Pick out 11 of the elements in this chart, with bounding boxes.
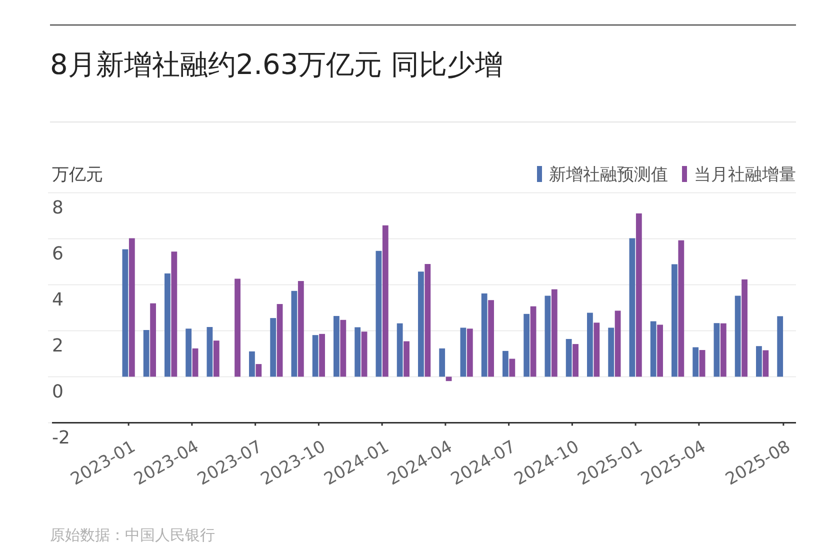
legend-label: 新增社融预测值 [549,165,668,185]
y-tick-label: 4 [52,290,64,311]
y-tick-label: 6 [52,244,64,265]
text: 原始数据：中国人民银行 [50,526,215,544]
y-tick-label: 0 [52,382,64,403]
y-tick-label: -2 [52,428,70,449]
legend-label: 当月社融增量 [694,165,796,185]
y-tick-label: 2 [52,336,64,357]
y-tick-label: 8 [52,198,64,219]
y-axis-title: 万亿元 [52,165,103,185]
chart-title: 8月新增社融约2.63万亿元 同比少增 [50,48,504,81]
